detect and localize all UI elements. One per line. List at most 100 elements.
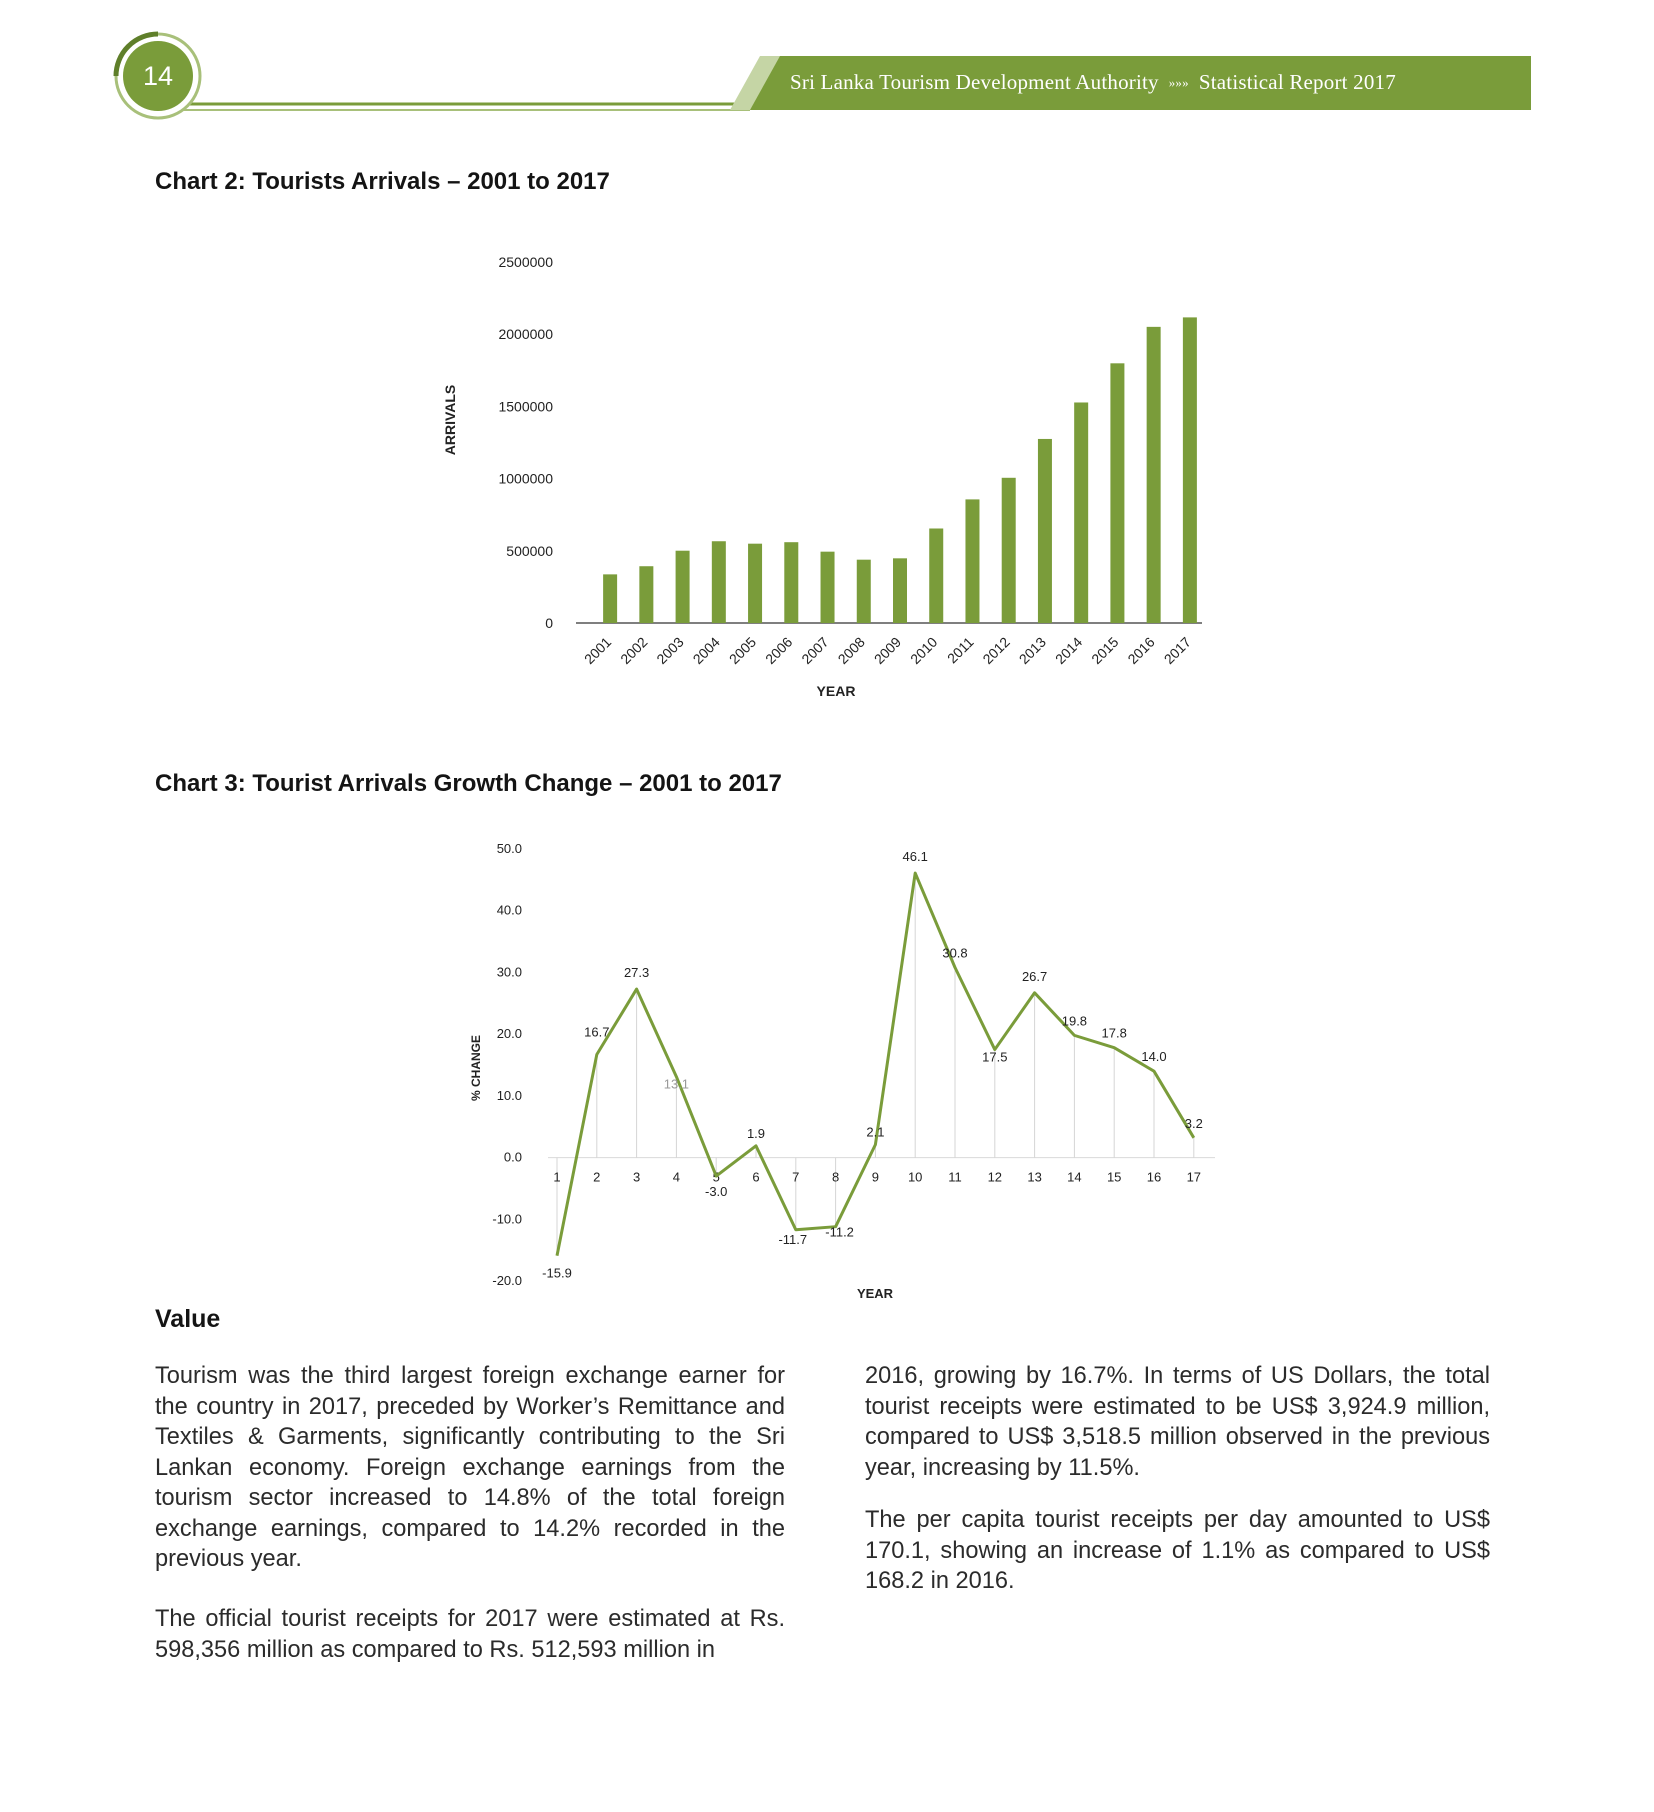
data-label: 19.8 xyxy=(1062,1013,1087,1028)
data-label: 26.7 xyxy=(1022,969,1047,984)
x-tick-label: 3 xyxy=(633,1170,640,1185)
x-tick-label: 6 xyxy=(752,1170,759,1185)
organization-name: Sri Lanka Tourism Development Authority xyxy=(790,70,1159,94)
data-label: 27.3 xyxy=(624,965,649,980)
right-paragraph-1: 2016, growing by 16.7%. In terms of US D… xyxy=(865,1363,1490,1481)
x-tick-label: 2010 xyxy=(907,634,940,667)
bar xyxy=(784,542,799,623)
y-tick-label: 1500000 xyxy=(498,398,553,414)
x-tick-label: 15 xyxy=(1107,1170,1121,1185)
x-tick-label: 2012 xyxy=(979,634,1012,667)
x-tick-label: 2004 xyxy=(690,634,723,667)
data-label: 1.9 xyxy=(747,1126,765,1141)
x-tick-label: 2009 xyxy=(871,634,904,667)
y-tick-label: 50.0 xyxy=(497,841,522,856)
bar xyxy=(639,566,654,623)
data-label: 30.8 xyxy=(942,945,967,960)
report-name: Statistical Report 2017 xyxy=(1198,70,1396,94)
x-axis-title: YEAR xyxy=(857,1286,894,1301)
x-tick-label: 2007 xyxy=(798,634,831,667)
x-tick-label: 10 xyxy=(908,1170,922,1185)
x-tick-label: 2 xyxy=(593,1170,600,1185)
chart3-title: Chart 3: Tourist Arrivals Growth Change … xyxy=(155,770,782,797)
x-tick-label: 2001 xyxy=(581,634,614,667)
y-tick-label: 500000 xyxy=(506,543,553,559)
header-separator: »»» xyxy=(1168,75,1189,90)
y-tick-label: -20.0 xyxy=(492,1273,522,1288)
bar xyxy=(1074,402,1089,623)
x-tick-label: 2002 xyxy=(617,634,650,667)
y-tick-label: -10.0 xyxy=(492,1211,522,1226)
y-tick-label: 20.0 xyxy=(497,1026,522,1041)
data-label: 17.5 xyxy=(982,1050,1007,1065)
bar xyxy=(675,550,690,623)
x-tick-label: 2006 xyxy=(762,634,795,667)
chart2-title: Chart 2: Tourists Arrivals – 2001 to 201… xyxy=(155,168,610,195)
x-tick-label: 1 xyxy=(553,1170,560,1185)
y-tick-label: 30.0 xyxy=(497,964,522,979)
x-tick-label: 2005 xyxy=(726,634,759,667)
data-label: 16.7 xyxy=(584,1025,609,1040)
bar xyxy=(1001,477,1016,623)
x-tick-label: 2016 xyxy=(1124,634,1157,667)
data-label: -11.7 xyxy=(778,1232,807,1247)
left-paragraph-1: Tourism was the third largest foreign ex… xyxy=(155,1363,785,1572)
x-tick-label: 7 xyxy=(792,1170,799,1185)
y-tick-label: 1000000 xyxy=(498,471,553,487)
bar xyxy=(965,499,980,623)
right-paragraph-2: The per capita tourist receipts per day … xyxy=(865,1507,1490,1594)
x-tick-label: 9 xyxy=(872,1170,879,1185)
data-label: 3.2 xyxy=(1185,1116,1203,1131)
page-number: 14 xyxy=(142,60,174,91)
bar xyxy=(820,551,835,623)
x-tick-label: 4 xyxy=(673,1170,680,1185)
growth-line-chart: -20.0-10.00.010.020.030.040.050.01 2 3 4 5 6 7… xyxy=(469,841,1215,1301)
data-label: 46.1 xyxy=(903,849,928,864)
y-tick-label: 0 xyxy=(545,615,553,631)
y-axis-title: % CHANGE xyxy=(469,1035,483,1101)
data-label: 2.1 xyxy=(866,1125,884,1140)
y-tick-label: 2500000 xyxy=(498,254,553,270)
x-tick-label: 16 xyxy=(1147,1170,1161,1185)
x-axis-title: YEAR xyxy=(817,683,856,699)
data-label: -11.2 xyxy=(825,1225,854,1240)
bar xyxy=(929,528,944,623)
bar xyxy=(1037,438,1052,623)
data-label: -15.9 xyxy=(542,1266,572,1281)
x-tick-label: 8 xyxy=(832,1170,839,1185)
x-tick-label: 2017 xyxy=(1161,634,1194,667)
x-tick-label: 2011 xyxy=(944,634,977,667)
x-tick-label: 17 xyxy=(1187,1170,1201,1185)
bar xyxy=(1146,326,1161,623)
value-heading: Value xyxy=(155,1305,221,1333)
header-title: Sri Lanka Tourism Development Authority »… xyxy=(790,70,1510,95)
y-tick-label: 40.0 xyxy=(497,903,522,918)
data-label: 14.0 xyxy=(1141,1049,1166,1064)
x-tick-label: 2015 xyxy=(1088,634,1121,667)
bar xyxy=(711,541,726,623)
data-label: 13.1 xyxy=(664,1077,689,1092)
y-tick-label: 10.0 xyxy=(497,1088,522,1103)
y-tick-label: 2000000 xyxy=(498,326,553,342)
y-axis-title: ARRIVALS xyxy=(442,385,458,456)
x-tick-label: 11 xyxy=(948,1170,962,1185)
bar xyxy=(856,559,871,623)
y-tick-label: 0.0 xyxy=(504,1150,522,1165)
x-tick-label: 14 xyxy=(1067,1170,1081,1185)
left-paragraph-2: The official tourist receipts for 2017 w… xyxy=(155,1606,785,1663)
x-tick-label: 12 xyxy=(988,1170,1002,1185)
data-label: -3.0 xyxy=(705,1184,727,1199)
bar xyxy=(748,543,763,623)
bar xyxy=(1110,363,1125,623)
data-label: 17.8 xyxy=(1102,1026,1127,1041)
bar xyxy=(1182,317,1197,623)
growth-series-line xyxy=(555,871,1196,1256)
header-banner xyxy=(113,31,1531,120)
bar xyxy=(603,574,618,623)
bar xyxy=(893,558,907,623)
x-tick-label: 2008 xyxy=(835,634,868,667)
x-tick-label: 2013 xyxy=(1016,634,1049,667)
x-tick-label: 2003 xyxy=(653,634,686,667)
x-tick-label: 2014 xyxy=(1052,634,1085,667)
